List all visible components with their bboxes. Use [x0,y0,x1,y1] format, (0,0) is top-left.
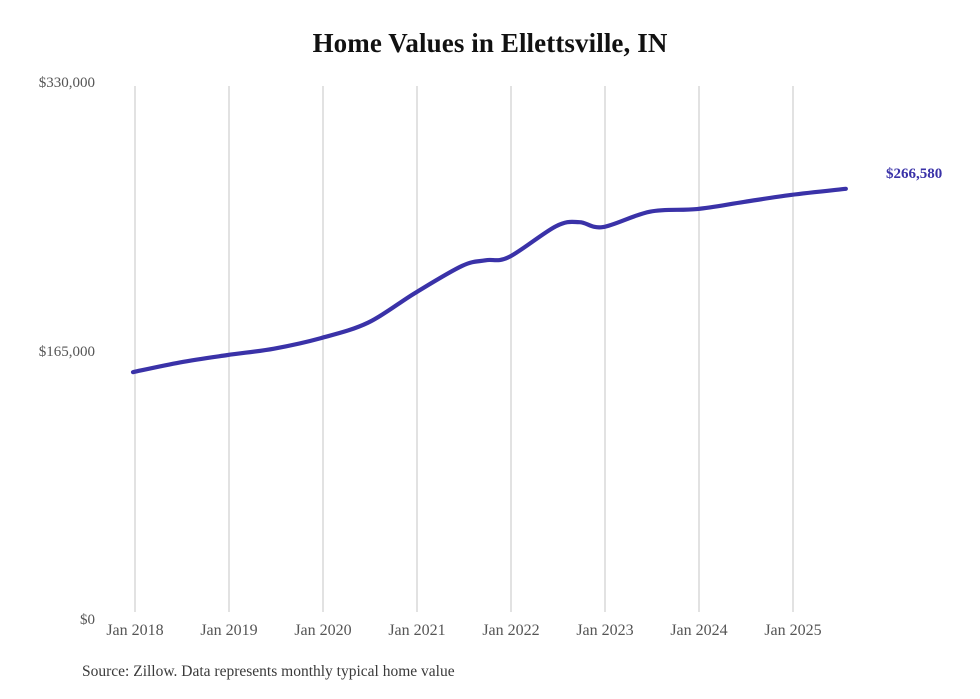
end-value-annotation: $266,580 [886,166,943,182]
x-axis-tick-jan-2019: Jan 2019 [200,622,258,639]
x-axis-tick-jan-2020: Jan 2020 [294,622,352,639]
chart-title: Home Values in Ellettsville, IN [312,28,668,58]
home-value-line [130,186,848,375]
y-axis-tick-top: $330,000 [38,75,95,91]
x-axis-tick-jan-2024: Jan 2024 [670,622,728,639]
y-axis-tick-zero: $0 [80,612,95,628]
x-axis-tick-jan-2022: Jan 2022 [482,622,540,639]
source-note: Source: Zillow. Data represents monthly … [82,663,455,680]
y-axis-tick-mid: $165,000 [38,344,95,360]
x-axis-tick-jan-2023: Jan 2023 [576,622,634,639]
x-axis-tick-jan-2025: Jan 2025 [764,622,822,639]
x-axis-tick-jan-2021: Jan 2021 [388,622,446,639]
gridline-group [134,86,794,612]
x-axis-tick-jan-2018: Jan 2018 [106,622,164,639]
